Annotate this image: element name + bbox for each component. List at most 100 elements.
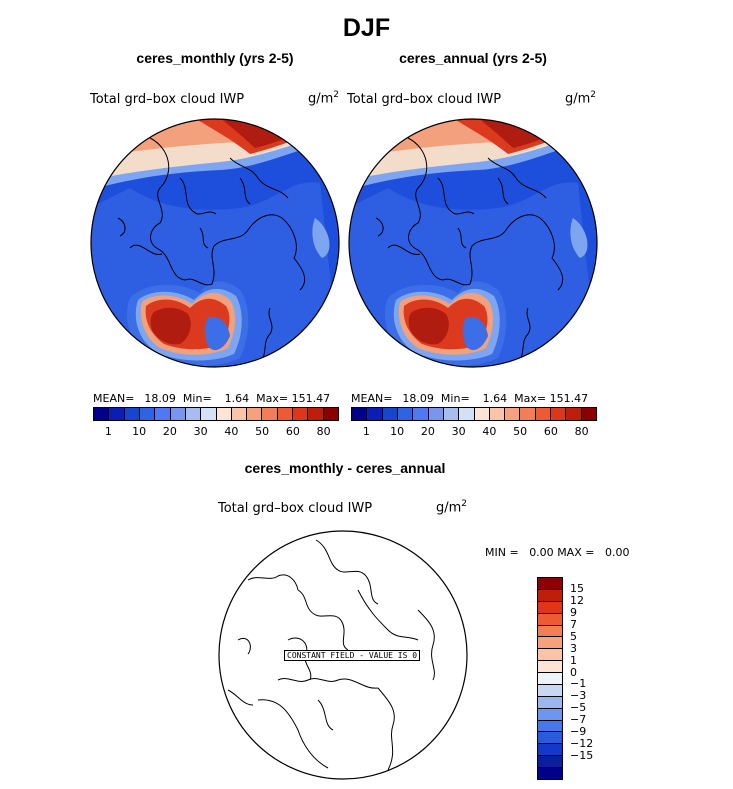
colorbar-tick-label: 0 — [570, 665, 577, 679]
variable-label-annual: Total grd–box cloud IWP — [347, 92, 502, 107]
unit-label-monthly: g/m2 — [308, 90, 340, 107]
colorbar-tick-label: −12 — [570, 737, 594, 751]
colorbar-swatch — [538, 756, 562, 768]
stats-annual: MEAN= 18.09 Min= 1.64 Max= 151.47 — [351, 392, 589, 405]
colorbar-tick-label: 80 — [574, 425, 589, 438]
colorbar-swatch — [459, 408, 475, 420]
colorbar-swatch — [538, 613, 562, 626]
colorbar-swatch — [247, 408, 263, 420]
colorbar-swatch — [124, 408, 140, 420]
colorbar-tick-label: 15 — [570, 581, 584, 595]
colorbar-swatch — [308, 408, 324, 420]
colorbar-tick-label: 40 — [482, 425, 497, 438]
colorbar-tick-label: 5 — [570, 629, 577, 643]
map-field-monthly — [91, 119, 339, 367]
min-max-difference: MIN = 0.00 MAX = 0.00 — [485, 546, 630, 559]
colorbar-swatch — [428, 408, 444, 420]
colorbar-tick-label: 10 — [390, 425, 405, 438]
coastlines-annual — [375, 137, 564, 363]
colorbar-tick-label: −3 — [570, 689, 587, 703]
colorbar-swatch — [581, 408, 596, 420]
colorbar-ticks-annual: 1 10 20 30 40 50 60 80 — [351, 425, 597, 439]
colorbar-tick-label: −1 — [570, 677, 587, 691]
unit-label-difference: g/m2 — [436, 499, 468, 516]
colorbar-swatch — [231, 408, 248, 420]
colorbar-swatch — [277, 408, 294, 420]
colorbar-tick-label: 80 — [316, 425, 331, 438]
colorbar-swatch — [474, 408, 490, 420]
colorbar-tick-label: 30 — [193, 425, 208, 438]
colorbar-swatch — [155, 408, 171, 420]
unit-label-annual: g/m2 — [565, 90, 597, 107]
panel-title-annual: ceres_annual (yrs 2-5) — [399, 50, 547, 66]
colorbar-swatch — [538, 578, 562, 590]
colorbar-swatch — [382, 408, 398, 420]
stats-monthly: MEAN= 18.09 Min= 1.64 Max= 151.47 — [93, 392, 331, 405]
colorbar-tick-label: 30 — [451, 425, 466, 438]
colorbar-tick-label: 1 — [362, 425, 370, 438]
colorbar-difference — [537, 577, 563, 780]
map-boundary-monthly — [90, 118, 340, 368]
colorbar-swatch — [413, 408, 429, 420]
colorbar-tick-label: 7 — [570, 617, 577, 631]
colorbar-tick-label: −7 — [570, 713, 587, 727]
colorbar-ticks-difference: 15 12 9 7 5 3 1 0 −1 −3 −5 −7 −9 −12 −15 — [570, 577, 610, 780]
colorbar-swatch — [538, 720, 562, 733]
coastlines-monthly — [117, 137, 306, 363]
colorbar-swatch — [538, 744, 562, 757]
colorbar-ticks-monthly: 1 10 20 30 40 50 60 80 — [93, 425, 339, 439]
colorbar-swatch — [538, 649, 562, 662]
colorbar-tick-label: 40 — [224, 425, 239, 438]
colorbar-tick-label: 3 — [570, 641, 577, 655]
colorbar-swatch — [538, 661, 562, 673]
colorbar-swatch — [352, 408, 368, 420]
colorbar-swatch — [538, 673, 562, 685]
colorbar-tick-label: 12 — [570, 593, 584, 607]
panel-title-difference: ceres_monthly - ceres_annual — [244, 460, 446, 476]
colorbar-monthly — [93, 407, 339, 421]
colorbar-tick-label: 1 — [104, 425, 112, 438]
panel-title-monthly: ceres_monthly (yrs 2-5) — [136, 50, 294, 66]
colorbar-tick-label: 20 — [162, 425, 177, 438]
figure-title: DJF — [342, 14, 391, 42]
colorbar-swatch — [566, 408, 582, 420]
colorbar-tick-label: −9 — [570, 725, 587, 739]
map-boundary-difference — [218, 530, 468, 780]
colorbar-swatch — [538, 625, 562, 638]
colorbar-swatch — [538, 732, 562, 745]
colorbar-swatch — [520, 408, 536, 420]
colorbar-swatch — [367, 408, 383, 420]
colorbar-swatch — [323, 408, 338, 420]
colorbar-tick-label: 20 — [420, 425, 435, 438]
colorbar-tick-label: 50 — [255, 425, 270, 438]
colorbar-swatch — [538, 589, 562, 602]
colorbar-swatch — [170, 408, 186, 420]
colorbar-swatch — [201, 408, 217, 420]
coastlines-difference — [227, 539, 435, 771]
colorbar-tick-label: 9 — [570, 605, 577, 619]
colorbar-swatch — [551, 408, 567, 420]
polar-map-annual — [348, 118, 598, 368]
colorbar-tick-label: 50 — [513, 425, 528, 438]
colorbar-swatch — [94, 408, 110, 420]
colorbar-tick-label: 1 — [570, 653, 577, 667]
colorbar-swatch — [538, 601, 562, 614]
colorbar-swatch — [538, 708, 562, 721]
colorbar-swatch — [293, 408, 309, 420]
colorbar-swatch — [538, 696, 562, 709]
constant-field-note: CONSTANT FIELD - VALUE IS 0 — [284, 650, 421, 661]
colorbar-swatch — [185, 408, 202, 420]
colorbar-swatch — [538, 768, 562, 779]
colorbar-swatch — [538, 637, 562, 650]
variable-label-monthly: Total grd–box cloud IWP — [90, 92, 245, 107]
colorbar-swatch — [139, 408, 156, 420]
colorbar-swatch — [109, 408, 125, 420]
polar-map-monthly — [90, 118, 340, 368]
colorbar-swatch — [397, 408, 414, 420]
colorbar-swatch — [489, 408, 506, 420]
colorbar-swatch — [216, 408, 232, 420]
colorbar-tick-label: 60 — [285, 425, 300, 438]
colorbar-tick-label: 60 — [543, 425, 558, 438]
colorbar-tick-label: −15 — [570, 749, 594, 763]
colorbar-tick-label: 10 — [132, 425, 147, 438]
